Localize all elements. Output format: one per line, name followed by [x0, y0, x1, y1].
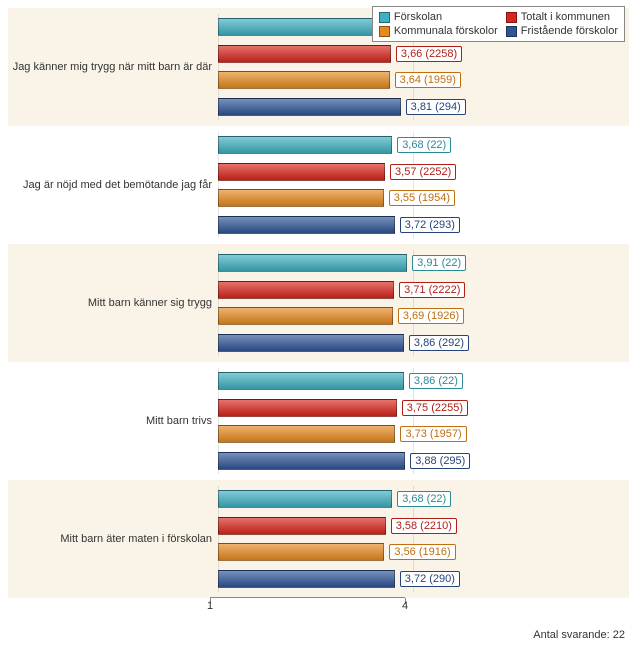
legend-item-totalt: Totalt i kommunen — [506, 11, 618, 23]
category-group: Mitt barn känner sig trygg3,91 (22)3,71 … — [8, 244, 629, 362]
bar-row: 3,55 (1954) — [218, 185, 413, 212]
value-label: 3,81 (294) — [406, 99, 466, 115]
category-label: Mitt barn äter maten i förskolan — [8, 480, 218, 598]
legend-swatch — [506, 12, 517, 23]
value-label: 3,68 (22) — [397, 491, 451, 507]
legend-label: Fristående förskolor — [521, 25, 618, 37]
value-label: 3,57 (2252) — [390, 164, 456, 180]
x-axis: 14 — [210, 597, 405, 611]
bar-row: 3,88 (295) — [218, 448, 413, 475]
bar-row: 3,72 (293) — [218, 212, 413, 239]
bar-forskolan: 3,68 (22) — [218, 136, 392, 154]
bar-kommunala: 3,64 (1959) — [218, 71, 390, 89]
value-label: 3,86 (22) — [409, 373, 463, 389]
footer-text: Antal svarande: 22 — [533, 629, 625, 641]
legend-label: Förskolan — [394, 11, 442, 23]
bar-row: 3,75 (2255) — [218, 395, 413, 422]
bar-forskolan: 3,68 (22) — [218, 490, 392, 508]
bar-row: 3,56 (1916) — [218, 539, 413, 566]
value-label: 3,64 (1959) — [395, 72, 461, 88]
value-label: 3,72 (290) — [400, 571, 460, 587]
value-label: 3,66 (2258) — [396, 46, 462, 62]
bar-forskolan: 3,91 (22) — [218, 254, 407, 272]
bar-row: 3,57 (2252) — [218, 159, 413, 186]
bar-row: 3,72 (290) — [218, 566, 413, 593]
bar-row: 3,81 (294) — [218, 94, 413, 121]
plot-area: Jag känner mig trygg när mitt barn är dä… — [8, 8, 629, 599]
legend-label: Kommunala förskolor — [394, 25, 498, 37]
bar-row: 3,86 (292) — [218, 330, 413, 357]
bar-totalt: 3,58 (2210) — [218, 517, 386, 535]
bar-totalt: 3,75 (2255) — [218, 399, 397, 417]
bar-kommunala: 3,73 (1957) — [218, 425, 395, 443]
value-label: 3,86 (292) — [409, 335, 469, 351]
bars-area: 3,91 (22) 3,71 (2222) 3,69 (1926) 3,86 (292… — [218, 250, 413, 356]
bars-area: 3,68 (22) 3,58 (2210) 3,56 (1916) 3,72 (290… — [218, 486, 413, 592]
category-label: Mitt barn trivs — [8, 362, 218, 480]
category-label: Mitt barn känner sig trygg — [8, 244, 218, 362]
legend-item-fristaende: Fristående förskolor — [506, 25, 618, 37]
value-label: 3,88 (295) — [410, 453, 470, 469]
category-label: Jag är nöjd med det bemötande jag får — [8, 126, 218, 244]
bars-area: 3,68 (22) 3,57 (2252) 3,55 (1954) 3,72 (293… — [218, 132, 413, 238]
x-tick-label: 1 — [207, 600, 213, 612]
legend-swatch — [379, 12, 390, 23]
bars-area: 3,86 (22) 3,75 (2255) 3,73 (1957) 3,88 (295… — [218, 368, 413, 474]
bar-totalt: 3,71 (2222) — [218, 281, 394, 299]
value-label: 3,69 (1926) — [398, 308, 464, 324]
value-label: 3,68 (22) — [397, 137, 451, 153]
bar-row: 3,69 (1926) — [218, 303, 413, 330]
bar-kommunala: 3,69 (1926) — [218, 307, 393, 325]
value-label: 3,56 (1916) — [389, 544, 455, 560]
bar-fristaende: 3,72 (290) — [218, 570, 395, 588]
bar-kommunala: 3,55 (1954) — [218, 189, 384, 207]
bar-row: 3,58 (2210) — [218, 513, 413, 540]
bar-row: 3,68 (22) — [218, 486, 413, 513]
bar-fristaende: 3,88 (295) — [218, 452, 405, 470]
value-label: 3,58 (2210) — [391, 518, 457, 534]
category-label: Jag känner mig trygg när mitt barn är dä… — [8, 8, 218, 126]
value-label: 3,75 (2255) — [402, 400, 468, 416]
legend-label: Totalt i kommunen — [521, 11, 610, 23]
value-label: 3,72 (293) — [400, 217, 460, 233]
chart-container: Förskolan Totalt i kommunen Kommunala förs… — [0, 0, 637, 649]
category-group: Jag är nöjd med det bemötande jag får3,6… — [8, 126, 629, 244]
legend: Förskolan Totalt i kommunen Kommunala förs… — [372, 6, 625, 42]
bar-row: 3,86 (22) — [218, 368, 413, 395]
legend-swatch — [506, 26, 517, 37]
bar-row: 3,68 (22) — [218, 132, 413, 159]
bar-fristaende: 3,81 (294) — [218, 98, 401, 116]
bar-row: 3,64 (1959) — [218, 67, 413, 94]
category-group: Mitt barn trivs3,86 (22)3,75 (2255)3,73 … — [8, 362, 629, 480]
bar-totalt: 3,66 (2258) — [218, 45, 391, 63]
category-group: Mitt barn äter maten i förskolan3,68 (22… — [8, 480, 629, 598]
legend-item-kommunala: Kommunala förskolor — [379, 25, 498, 37]
value-label: 3,91 (22) — [412, 255, 466, 271]
value-label: 3,73 (1957) — [400, 426, 466, 442]
bar-row: 3,71 (2222) — [218, 277, 413, 304]
legend-swatch — [379, 26, 390, 37]
x-tick-label: 4 — [402, 600, 408, 612]
bar-fristaende: 3,86 (292) — [218, 334, 404, 352]
bar-forskolan: 3,86 (22) — [218, 372, 404, 390]
bar-fristaende: 3,72 (293) — [218, 216, 395, 234]
legend-item-forskolan: Förskolan — [379, 11, 498, 23]
value-label: 3,55 (1954) — [389, 190, 455, 206]
bar-row: 3,66 (2258) — [218, 41, 413, 68]
value-label: 3,71 (2222) — [399, 282, 465, 298]
bar-totalt: 3,57 (2252) — [218, 163, 385, 181]
bar-row: 3,91 (22) — [218, 250, 413, 277]
bar-row: 3,73 (1957) — [218, 421, 413, 448]
bar-kommunala: 3,56 (1916) — [218, 543, 384, 561]
